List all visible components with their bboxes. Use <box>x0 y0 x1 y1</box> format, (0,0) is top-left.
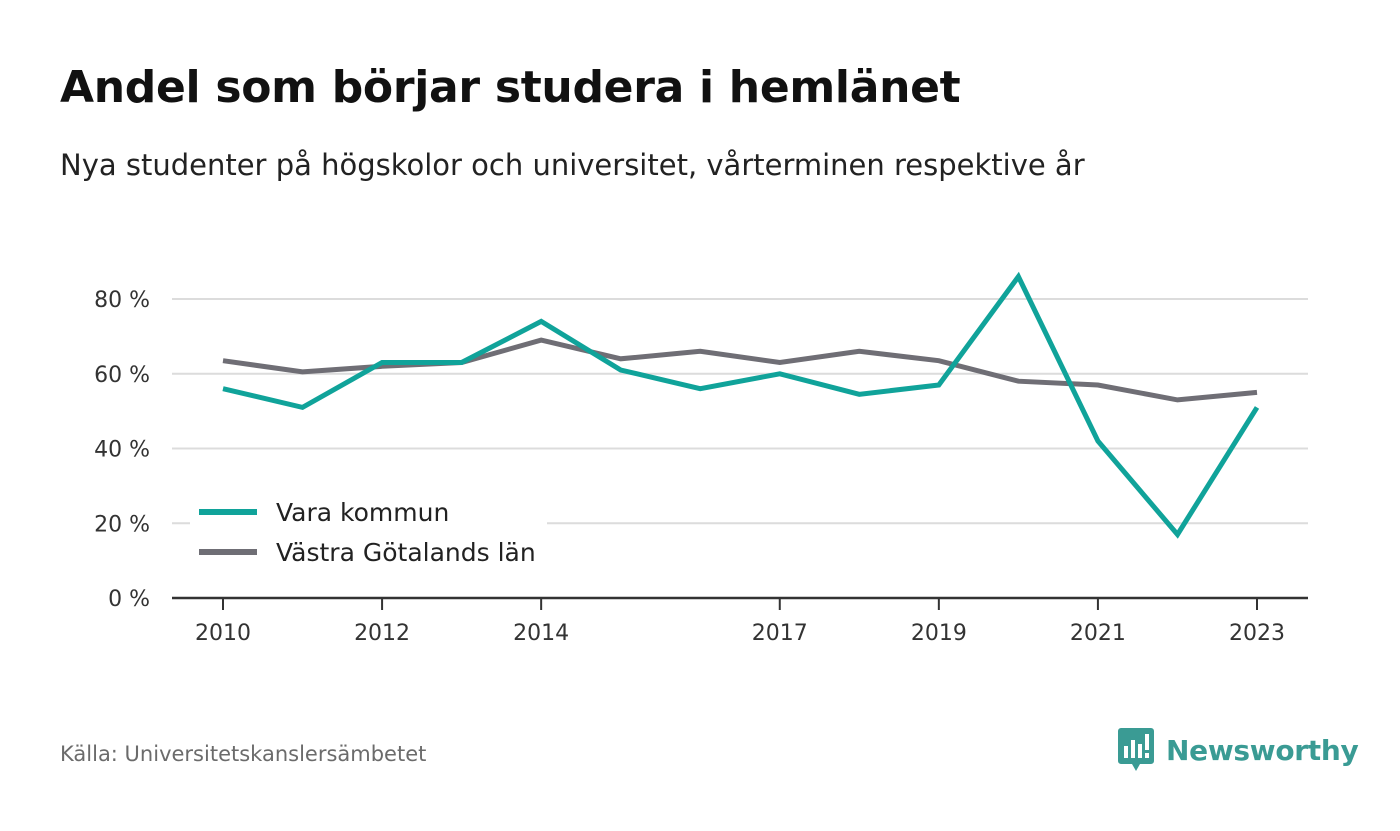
series-line-vastra-gotalands-lan <box>222 337 1258 403</box>
x-tick-label: 2012 <box>354 621 410 646</box>
x-tick-label: 2014 <box>513 621 569 646</box>
legend: Vara kommun Västra Götalands län <box>190 490 547 576</box>
x-tick-label: 2017 <box>752 621 808 646</box>
brand-logo[interactable]: Newsworthy <box>1118 727 1359 773</box>
series-lines <box>222 271 1260 539</box>
x-axis-ticks: 2010 2012 2014 2017 2019 2021 2023 <box>195 598 1285 646</box>
x-tick-label: 2010 <box>195 621 251 646</box>
brand-name: Newsworthy <box>1166 733 1359 767</box>
y-tick-label: 20 % <box>94 512 150 537</box>
x-tick-label: 2023 <box>1229 621 1285 646</box>
source-note: Källa: Universitetskanslersämbetet <box>60 742 427 766</box>
legend-label: Västra Götalands län <box>276 538 536 567</box>
x-tick-label: 2021 <box>1070 621 1126 646</box>
chart-title: Andel som börjar studera i hemlänet <box>60 62 961 113</box>
legend-label: Vara kommun <box>276 498 449 527</box>
y-tick-label: 80 % <box>94 288 150 313</box>
y-tick-label: 40 % <box>94 438 150 463</box>
y-tick-label: 0 % <box>108 587 150 612</box>
legend-background <box>190 490 547 576</box>
x-tick-label: 2019 <box>911 621 967 646</box>
chart-subtitle: Nya studenter på högskolor och universit… <box>60 148 1085 182</box>
series-line-vara-kommun <box>222 271 1260 539</box>
bar-chart-speech-bubble-icon <box>1118 728 1154 771</box>
y-axis-ticks: 0 % 20 % 40 % 60 % 80 % <box>94 288 150 612</box>
y-tick-label: 60 % <box>94 363 150 388</box>
